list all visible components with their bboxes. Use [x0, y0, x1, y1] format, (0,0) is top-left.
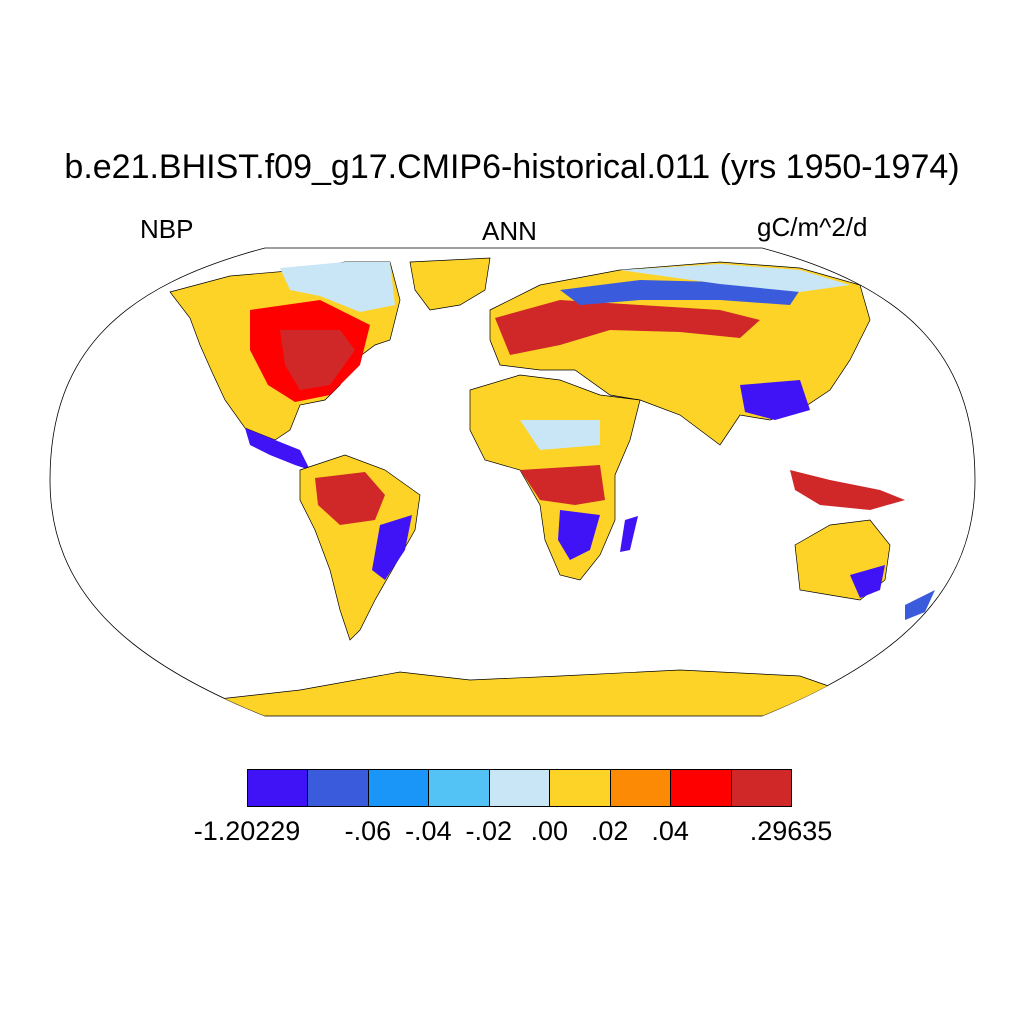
australia-blue — [850, 565, 885, 598]
colorbar-swatch — [428, 769, 490, 807]
colorbar-label: .29635 — [749, 816, 833, 846]
colorbar-label: -.06 — [344, 816, 392, 846]
siberia-blue — [560, 280, 800, 305]
indonesia — [790, 470, 905, 510]
africa-red — [520, 465, 605, 505]
colorbar-label: .00 — [530, 816, 568, 846]
colorbar-swatch — [307, 769, 369, 807]
colorbar-label: -.04 — [405, 816, 452, 846]
colorbar-swatch — [247, 769, 309, 807]
africa-blue — [558, 510, 600, 560]
europe-red — [495, 300, 760, 355]
madagascar — [620, 516, 638, 552]
colorbar-label: .04 — [651, 816, 689, 846]
central-america — [245, 428, 310, 470]
page-title: b.e21.BHIST.f09_g17.CMIP6-historical.011… — [64, 148, 960, 186]
colorbar-swatch — [488, 769, 551, 807]
asia-blue — [740, 380, 810, 420]
greenland — [409, 257, 491, 311]
colorbar-swatch — [367, 769, 430, 807]
antarctica — [199, 669, 841, 716]
colorbar-label: -.02 — [465, 816, 513, 846]
colorbar-label: -1.20229 — [193, 816, 301, 846]
africa-lightblue — [520, 420, 600, 450]
season-label: ANN — [482, 216, 537, 246]
colorbar-label: .02 — [590, 816, 629, 846]
colorbar-swatch — [609, 769, 672, 807]
colorbar-swatch — [730, 769, 792, 807]
sa-darkred — [315, 472, 385, 525]
colorbar-swatch — [549, 769, 611, 807]
new-zealand — [905, 590, 935, 620]
sa-blue — [372, 515, 412, 580]
siberia-light — [620, 264, 850, 292]
na-darkred — [280, 330, 355, 390]
colorbar-swatch — [670, 769, 732, 807]
na-lightblue — [280, 262, 395, 312]
variable-label: NBP — [140, 214, 194, 244]
units-label: gC/m^2/d — [757, 212, 868, 242]
